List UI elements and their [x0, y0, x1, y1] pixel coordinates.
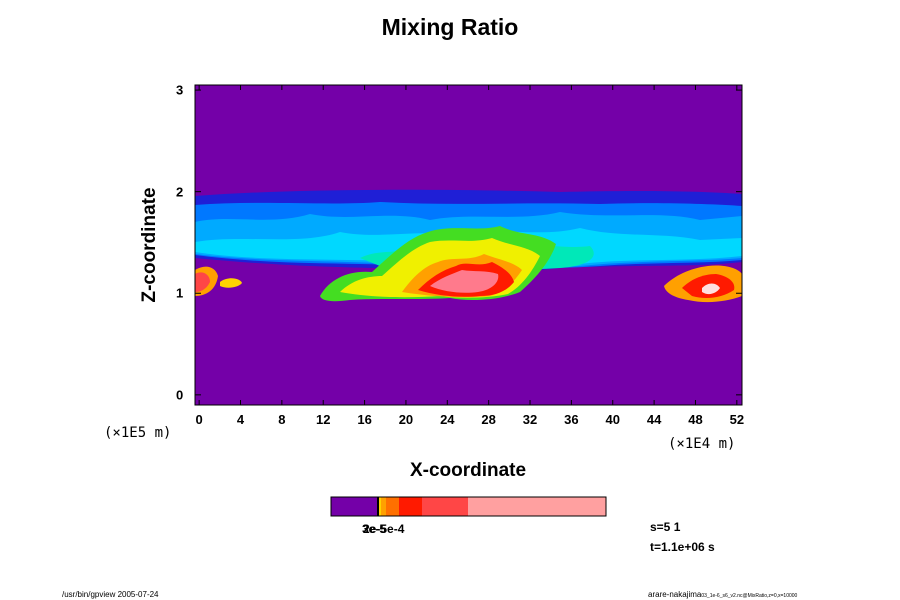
x-unit-label: (×1E4 m)	[668, 436, 736, 452]
colorbar-frame	[330, 496, 607, 517]
colorbar-segment	[379, 497, 381, 516]
colorbar-label-overlap: 2e-5e-4	[363, 522, 405, 536]
footer-right-main: arare-nakajima	[648, 590, 702, 599]
contour-left-small	[220, 278, 242, 288]
z-tick-label: 0	[176, 387, 184, 403]
tick-marks	[195, 85, 742, 405]
info-time: t=1.1e+06 s	[650, 540, 715, 554]
footer-right-small: 03_1e-6_s6_v2.nc@MixRatio,z=0,x=10000	[701, 593, 798, 599]
x-tick-label: 12	[315, 412, 331, 427]
x-tick-label: 4	[236, 412, 245, 427]
z-tick-label: 3	[176, 82, 184, 98]
x-axis-label: X-coordinate	[409, 460, 527, 481]
footer-right: arare-nakajima03_1e-6_s6_v2.nc@MixRatio,…	[648, 590, 797, 599]
x-tick-label: 0	[195, 412, 203, 427]
x-tick-label: 40	[605, 412, 620, 427]
colorbar-segment	[377, 497, 379, 516]
x-tick-label: 28	[481, 412, 496, 427]
y-axis-label: Z-coordinate	[139, 187, 160, 303]
x-tick-label: 24	[440, 412, 455, 427]
colorbar-segment	[422, 497, 468, 516]
chart-title: Mixing Ratio	[381, 14, 519, 40]
x-tick-label: 44	[646, 412, 662, 427]
contour-left-blob-inner	[195, 272, 210, 292]
contour-pink	[430, 270, 499, 293]
info-step: s=5 1	[650, 520, 681, 534]
x-tick-label: 8	[278, 412, 286, 427]
footer-left: /usr/bin/gpview 2005-07-24	[62, 590, 159, 599]
colorbar-segment	[399, 497, 422, 516]
x-tick-label: 48	[688, 412, 703, 427]
z-unit-label: (×1E5 m)	[104, 425, 172, 441]
field-contours	[195, 189, 742, 303]
x-tick-label: 52	[729, 412, 745, 427]
colorbar-segment	[468, 497, 606, 516]
colorbar-label: 3e-5	[362, 522, 387, 536]
z-tick-label: 1	[176, 285, 184, 301]
colorbar-segment	[386, 497, 399, 516]
contour-right-blob-white	[702, 283, 720, 295]
colorbar-segment	[331, 497, 377, 516]
x-tick-label: 36	[564, 412, 579, 427]
x-tick-label: 32	[522, 412, 538, 427]
z-tick-label: 2	[176, 184, 184, 200]
colorbar	[330, 496, 607, 517]
x-tick-label: 20	[398, 412, 414, 427]
x-tick-label: 16	[357, 412, 372, 427]
plot-frame	[194, 84, 743, 406]
colorbar-segment	[381, 497, 386, 516]
